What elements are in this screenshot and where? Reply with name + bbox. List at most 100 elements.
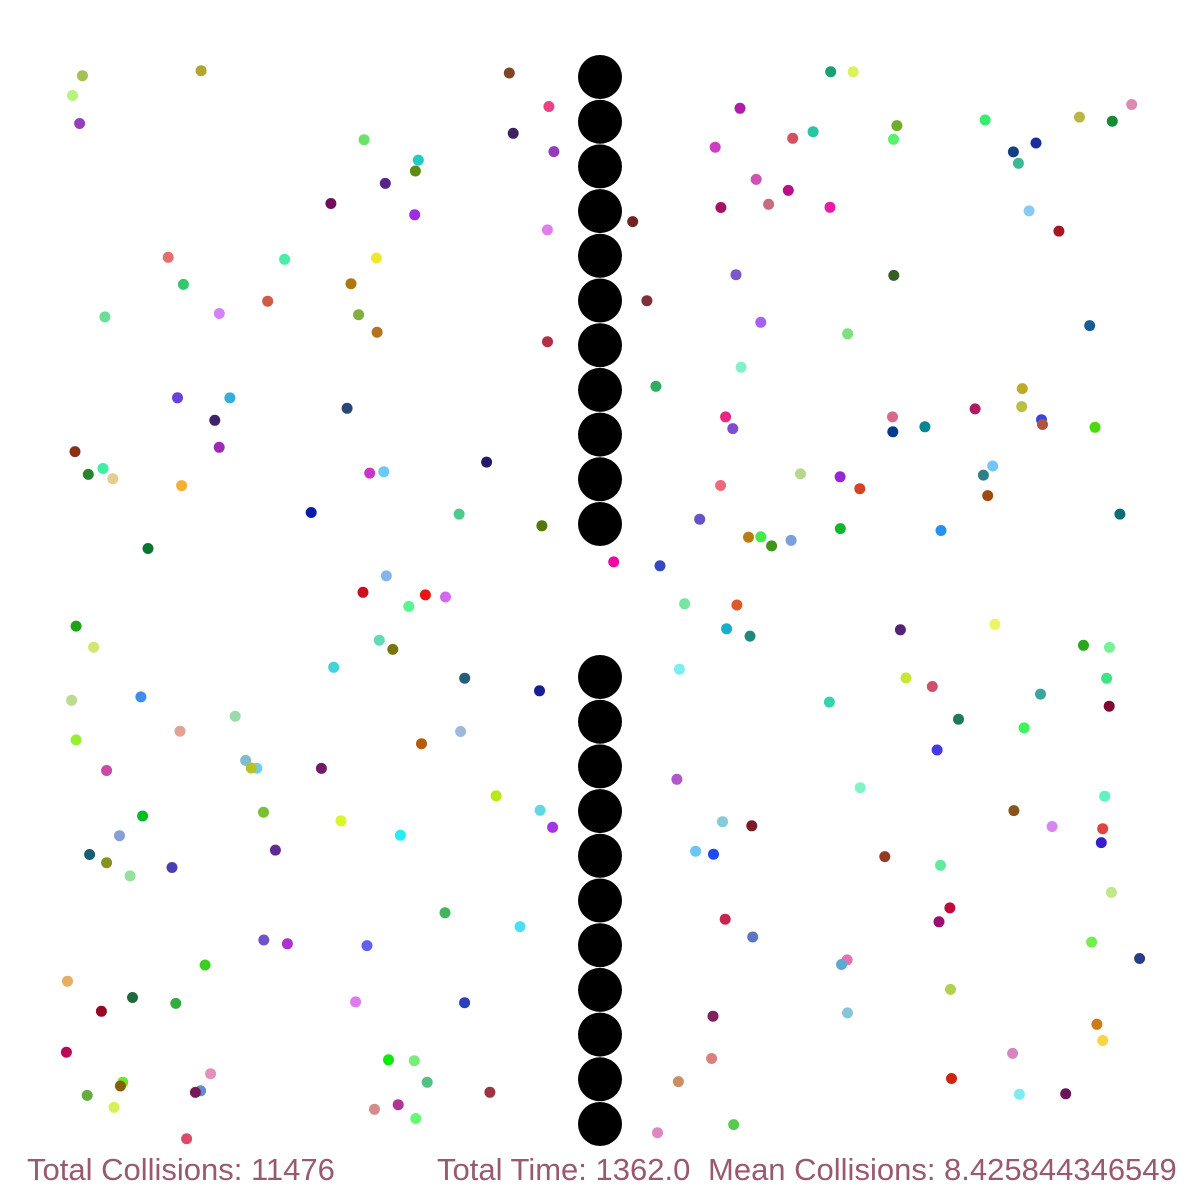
particle (114, 1080, 126, 1092)
particle (305, 507, 317, 518)
particle (755, 531, 767, 543)
particle (727, 423, 739, 435)
particle (987, 460, 999, 472)
particle (1046, 821, 1058, 832)
particle (782, 184, 794, 196)
particle (358, 134, 370, 146)
particle (1074, 111, 1085, 123)
wall-circle-lower (578, 1102, 622, 1146)
particle (371, 326, 383, 338)
particle (205, 1068, 217, 1080)
particle (213, 308, 225, 319)
wall-circle-upper (578, 278, 622, 323)
wall-circle-lower (578, 1057, 622, 1102)
particle (933, 916, 945, 928)
wall-circle-upper (578, 457, 622, 502)
particle (823, 696, 835, 708)
particle (719, 913, 731, 925)
particle (730, 269, 742, 281)
particle (174, 725, 186, 737)
particle (671, 773, 683, 785)
particle (170, 997, 182, 1009)
particle (746, 820, 758, 832)
particle (137, 810, 149, 822)
particle (842, 1007, 853, 1019)
wall-circle-upper (578, 55, 622, 99)
particle (536, 520, 548, 532)
particle (403, 600, 415, 612)
particle (650, 380, 662, 392)
particle (721, 623, 733, 635)
particle (627, 216, 639, 228)
particle (378, 466, 390, 478)
particle (199, 959, 211, 971)
particle (1106, 115, 1118, 127)
particle (409, 209, 421, 221)
particle (542, 336, 553, 348)
particle (281, 938, 293, 950)
particle (240, 754, 252, 766)
particle (766, 540, 778, 552)
particle (887, 411, 898, 423)
particle (67, 90, 78, 101)
particle (706, 1053, 718, 1064)
particle (1013, 1088, 1025, 1100)
particle (481, 456, 493, 468)
particle (60, 1046, 72, 1058)
particle (641, 295, 653, 307)
particle (114, 830, 125, 842)
particle (172, 392, 183, 404)
particle (1035, 688, 1046, 700)
particle (66, 694, 78, 706)
particle (453, 508, 465, 520)
wall-circle-lower (578, 878, 622, 923)
particle (894, 624, 906, 636)
particle (162, 251, 174, 263)
wall-circle-upper (578, 367, 622, 412)
particle (195, 65, 207, 77)
particle (1097, 1035, 1109, 1046)
particle (715, 202, 727, 213)
wall-circle-upper (578, 502, 622, 546)
wall-circle-lower (578, 699, 622, 744)
particle (166, 862, 178, 873)
particle (825, 66, 837, 78)
particle (1091, 1018, 1103, 1030)
particle (887, 426, 899, 438)
particle (1016, 383, 1028, 395)
particle (345, 278, 357, 290)
particle (269, 844, 281, 856)
particle (946, 1073, 957, 1084)
particle (944, 902, 956, 914)
particle (652, 1127, 663, 1139)
particle (543, 101, 555, 112)
particle (673, 663, 685, 675)
total-time-label: Total Time: 1362.0 (437, 1152, 691, 1187)
particle (834, 523, 846, 535)
particle (455, 726, 467, 737)
particle (503, 67, 515, 79)
particle (879, 851, 891, 863)
particle (694, 513, 706, 525)
particle (548, 146, 560, 158)
particle (734, 102, 746, 114)
particle (888, 269, 900, 281)
particle (341, 402, 353, 414)
particle (142, 543, 154, 554)
particle (836, 959, 847, 970)
particle (1103, 700, 1115, 712)
particle (824, 201, 836, 213)
wall-circle-lower (578, 833, 622, 878)
particle (419, 589, 431, 601)
particles (60, 65, 1146, 1145)
particle (440, 591, 451, 603)
particle (931, 744, 943, 756)
particle (361, 940, 373, 952)
particle (108, 1101, 120, 1113)
particle (1016, 401, 1028, 413)
particle (672, 1076, 684, 1088)
particle (755, 316, 767, 328)
particle (842, 328, 854, 340)
particle (731, 599, 743, 611)
particle (919, 421, 931, 433)
